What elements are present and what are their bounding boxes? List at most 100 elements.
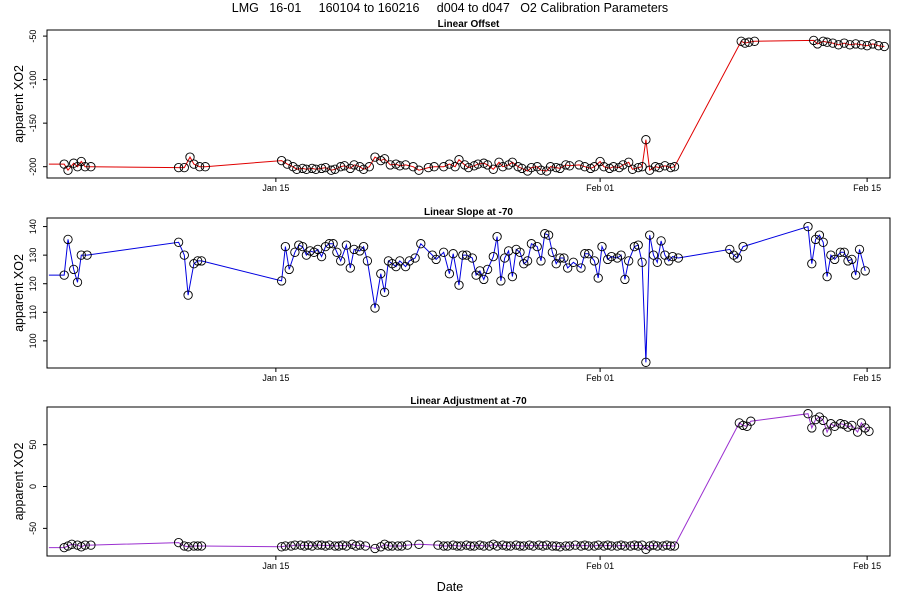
offset-data-point <box>173 162 184 173</box>
offset-data-point <box>429 162 439 172</box>
offset-data-point <box>828 38 838 48</box>
adjustment-data-point <box>599 541 609 551</box>
adjustment-data-point <box>515 541 525 551</box>
offset-data-point <box>364 162 374 172</box>
adjustment-data-point <box>807 423 817 433</box>
slope-data-point <box>316 251 327 262</box>
x-axis-title: Date <box>436 580 464 594</box>
slope-data-point <box>404 256 415 266</box>
adjustment-data-point <box>442 541 453 551</box>
offset-data-point <box>624 157 634 167</box>
slope-data-point <box>482 264 493 275</box>
adjustment-data-point <box>86 540 96 550</box>
slope-data-point <box>496 276 506 286</box>
adjustment-panel-title: Linear Adjustment at -70 <box>410 396 527 407</box>
slope-data-point <box>370 303 380 313</box>
adjustment-data-point <box>738 420 748 431</box>
offset-data-point <box>545 162 556 172</box>
offset-data-point <box>654 162 664 173</box>
offset-data-point <box>423 162 434 173</box>
slope-data-point <box>475 266 485 276</box>
offset-data-point <box>316 163 327 174</box>
slope-data-point <box>555 253 565 263</box>
slope-data-point <box>616 250 626 260</box>
adjustment-data-point <box>286 541 296 551</box>
offset-data-point <box>444 159 455 169</box>
adjustment-data-point <box>864 426 874 436</box>
adjustment-y-axis-label: apparent XO2 <box>12 443 26 521</box>
adjustment-data-point <box>662 540 672 550</box>
offset-data-point <box>822 37 832 47</box>
slope-data-point <box>290 247 300 257</box>
adjustment-data-point <box>528 541 538 551</box>
offset-data-point <box>385 160 395 170</box>
slope-data-point <box>358 241 369 252</box>
slope-data-point <box>328 239 338 249</box>
adjustment-data-point <box>852 427 863 437</box>
adjustment-data-point <box>589 541 600 551</box>
offset-data-point <box>536 165 546 175</box>
offset-data-point <box>833 40 844 50</box>
slope-data-point <box>589 256 600 266</box>
slope-data-point <box>294 240 304 250</box>
adjustment-data-point <box>67 539 77 549</box>
adjustment-data-point <box>542 540 552 550</box>
offset-data-point <box>574 160 584 170</box>
adjustment-data-point <box>501 541 512 551</box>
offset-data-point <box>627 164 638 174</box>
slope-data-point <box>580 249 590 259</box>
offset-data-point <box>818 36 828 46</box>
offset-data-point <box>633 162 643 173</box>
offset-data-point <box>339 161 350 171</box>
adjustment-data-point <box>666 541 676 551</box>
slope-data-point <box>280 241 291 252</box>
offset-data-point <box>551 162 561 173</box>
adjustment-data-point <box>564 541 575 551</box>
adjustment-data-point <box>307 541 317 551</box>
slope-data-point <box>276 276 287 286</box>
slope-data-point <box>738 241 748 252</box>
offset-data-point <box>414 165 424 175</box>
offset-data-point <box>370 152 380 162</box>
offset-y-axis-label: apparent XO2 <box>12 65 26 143</box>
adjustment-data-point <box>320 541 331 551</box>
slope-data-point <box>59 270 69 280</box>
slope-data-point <box>284 264 294 275</box>
slope-x-tick-label: Feb 01 <box>586 373 614 383</box>
adjustment-data-point <box>547 541 558 551</box>
offset-data-point <box>185 152 195 162</box>
slope-data-point <box>543 230 554 240</box>
adjustment-data-point <box>334 541 344 551</box>
slope-data-point <box>803 221 813 232</box>
offset-data-point <box>856 40 867 50</box>
slope-data-point <box>830 254 840 265</box>
offset-data-point <box>326 165 336 175</box>
slope-data-point <box>847 254 857 265</box>
adjustment-y-tick-label: 0 <box>28 484 38 489</box>
adjustment-data-point <box>475 540 485 550</box>
adjustment-y-tick-label: 50 <box>28 440 38 450</box>
slope-series-line <box>48 225 866 363</box>
slope-data-point <box>183 290 193 300</box>
linear-slope-panel: Linear Slope at -70 apparent XO2 140 130 120… <box>12 207 891 383</box>
slope-data-point <box>732 253 743 263</box>
offset-data-point <box>862 41 872 51</box>
adjustment-data-point <box>625 541 636 551</box>
offset-data-point <box>200 162 210 172</box>
slope-data-point <box>448 249 458 259</box>
offset-data-point <box>307 163 317 174</box>
offset-data-point <box>488 164 498 174</box>
slope-data-point <box>193 256 203 266</box>
adjustment-data-point <box>803 409 813 419</box>
adjustment-data-point <box>593 540 603 550</box>
offset-x-tick-label: Feb 15 <box>853 183 881 193</box>
slope-data-point <box>492 231 502 242</box>
adjustment-data-point <box>383 541 394 551</box>
offset-plot-frame <box>46 29 891 179</box>
adjustment-data-point <box>818 415 828 426</box>
adjustment-data-point <box>313 540 323 550</box>
slope-data-point <box>854 244 865 255</box>
adjustment-data-point <box>465 541 476 551</box>
offset-y-tick-label: -50 <box>28 30 38 43</box>
page-title: LMG 16-01 160104 to 160216 d004 to d047 … <box>231 1 669 15</box>
